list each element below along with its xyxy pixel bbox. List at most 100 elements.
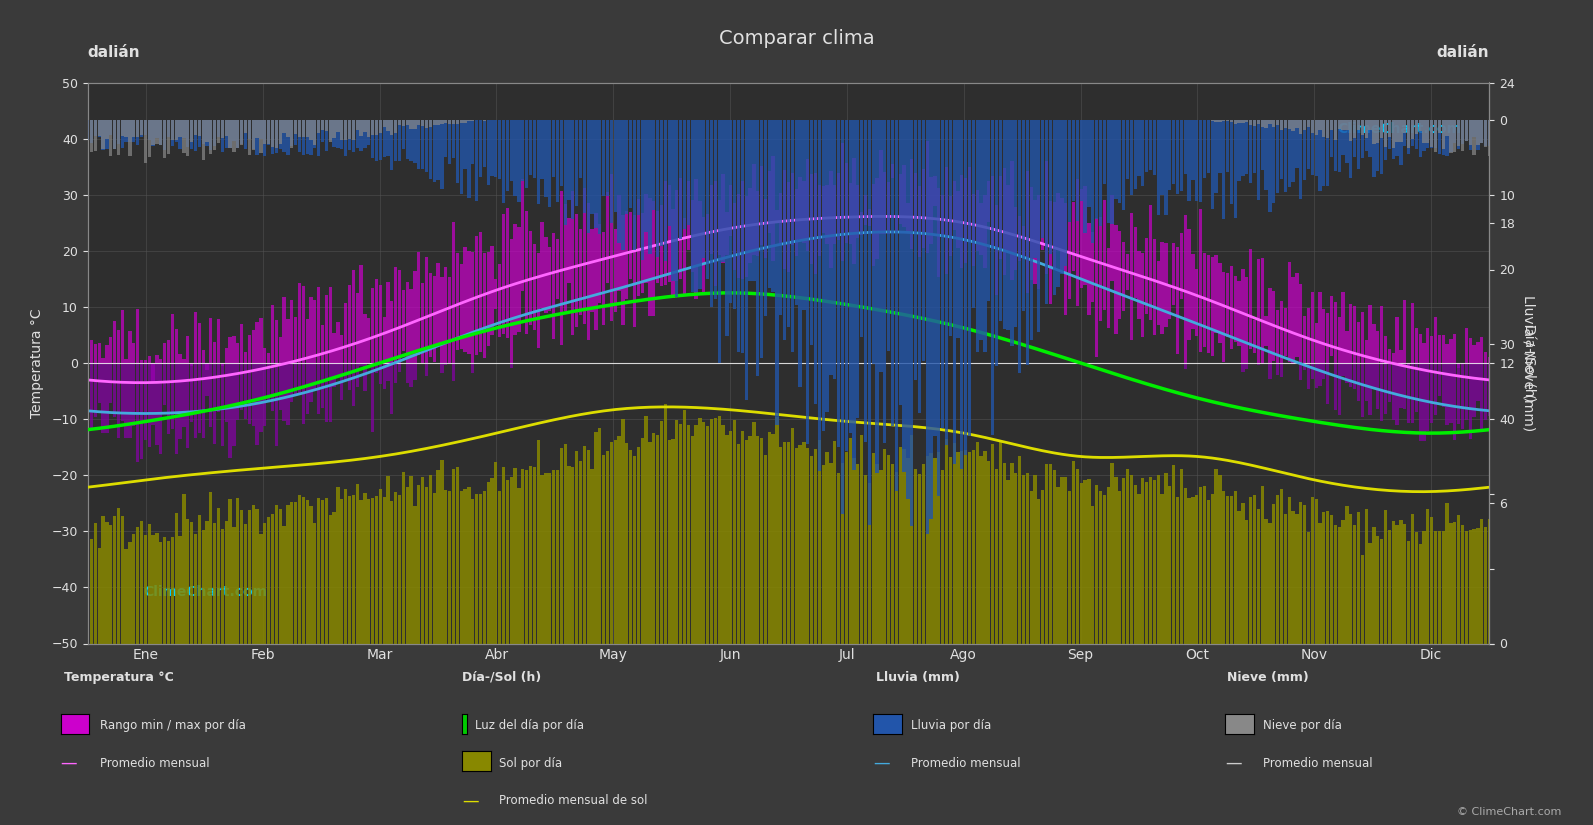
Bar	[1423, 363, 1426, 441]
Bar	[510, 363, 513, 368]
Bar	[225, 521, 228, 644]
Bar	[798, 177, 801, 239]
Bar	[733, 420, 736, 644]
Bar	[817, 185, 820, 256]
Bar	[159, 363, 162, 454]
Bar	[1403, 299, 1407, 363]
Bar	[691, 436, 695, 644]
Bar	[1445, 344, 1448, 363]
Bar	[1260, 363, 1263, 364]
Bar	[941, 120, 945, 427]
Bar	[1015, 120, 1018, 327]
Bar	[393, 266, 397, 363]
Bar	[922, 464, 926, 644]
Bar	[1445, 120, 1448, 136]
Bar	[1403, 120, 1407, 133]
Bar	[863, 474, 867, 644]
Bar	[252, 120, 255, 150]
Bar	[325, 363, 328, 422]
Bar	[1450, 120, 1453, 153]
Bar	[113, 120, 116, 149]
Bar	[135, 526, 139, 644]
Bar	[421, 478, 424, 644]
Bar	[1349, 120, 1352, 141]
Bar	[613, 229, 616, 312]
Bar	[1029, 491, 1032, 644]
Bar	[730, 431, 733, 644]
Bar	[564, 444, 567, 644]
Bar	[996, 205, 999, 295]
Bar	[537, 120, 540, 204]
Bar	[1341, 120, 1344, 155]
Bar	[1418, 363, 1423, 441]
Bar	[722, 120, 725, 262]
Bar	[1306, 363, 1309, 389]
Bar	[1200, 209, 1203, 352]
Bar	[413, 120, 417, 130]
Bar	[621, 214, 624, 324]
Bar	[929, 120, 932, 519]
Text: Promedio mensual: Promedio mensual	[100, 757, 210, 770]
Bar	[236, 363, 239, 420]
Bar	[105, 522, 108, 644]
Bar	[436, 262, 440, 346]
Bar	[1029, 120, 1032, 340]
Bar	[1388, 120, 1391, 149]
Bar	[722, 425, 725, 644]
Bar	[151, 363, 155, 425]
Bar	[360, 501, 363, 644]
Bar	[102, 120, 105, 149]
Bar	[1021, 120, 1024, 311]
Bar	[1434, 120, 1437, 152]
Bar	[1438, 363, 1442, 396]
Bar	[757, 120, 760, 376]
Bar	[983, 195, 986, 268]
Bar	[695, 179, 698, 299]
Bar	[1461, 120, 1464, 150]
Bar	[537, 441, 540, 644]
Text: Temperatura °C: Temperatura °C	[64, 671, 174, 684]
Bar	[464, 120, 467, 123]
Bar	[86, 351, 89, 363]
Bar	[417, 485, 421, 644]
Bar	[249, 363, 252, 423]
Bar	[1279, 120, 1282, 178]
Bar	[717, 200, 722, 255]
Bar	[1319, 363, 1322, 386]
Bar	[883, 450, 886, 644]
Bar	[1295, 120, 1298, 168]
Bar	[1048, 464, 1051, 644]
Bar	[871, 453, 875, 644]
Bar	[371, 497, 374, 644]
Bar	[624, 120, 628, 214]
Bar	[162, 120, 166, 150]
Bar	[988, 120, 991, 301]
Bar	[333, 333, 336, 363]
Bar	[898, 174, 902, 224]
Bar	[1042, 490, 1045, 644]
Bar	[1333, 302, 1337, 363]
Bar	[1464, 363, 1469, 420]
Bar	[1403, 525, 1407, 644]
Bar	[413, 271, 417, 363]
Bar	[1114, 225, 1118, 334]
Bar	[1341, 363, 1344, 376]
Bar	[413, 363, 417, 380]
Bar	[929, 453, 932, 644]
Bar	[1485, 527, 1488, 644]
Bar	[1048, 200, 1051, 304]
Bar	[1338, 363, 1341, 415]
Bar	[290, 120, 293, 146]
Bar	[374, 120, 378, 161]
Bar	[255, 120, 258, 138]
Bar	[849, 120, 852, 432]
Bar	[290, 363, 293, 403]
Bar	[333, 512, 336, 644]
Bar	[640, 120, 644, 260]
Bar	[1241, 120, 1244, 176]
Bar	[763, 200, 768, 258]
Bar	[572, 191, 575, 335]
Bar	[306, 500, 309, 644]
Bar	[1453, 120, 1456, 143]
Bar	[1442, 120, 1445, 149]
